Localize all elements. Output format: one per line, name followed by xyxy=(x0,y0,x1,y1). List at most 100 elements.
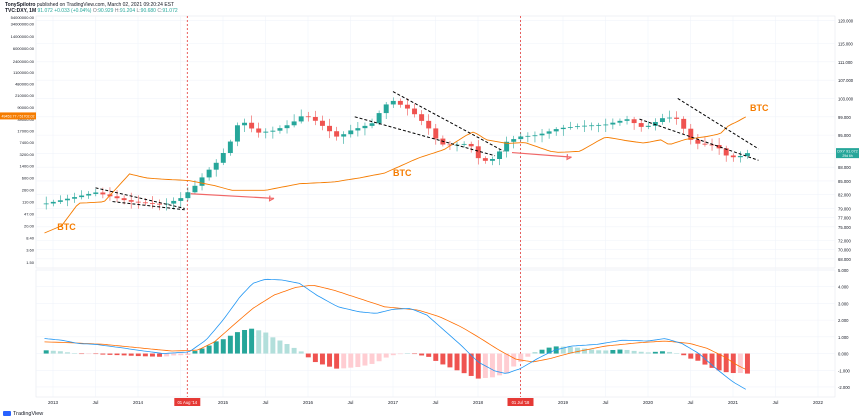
watermark-text: TradingView xyxy=(13,411,44,417)
dxy-candle-down xyxy=(475,146,481,159)
author-name[interactable]: TonySpilotro xyxy=(5,2,36,8)
dxy-candle-up xyxy=(263,131,269,133)
macd-histogram-bar xyxy=(114,353,120,356)
macd-axis-tick-label: 3.000 xyxy=(838,301,849,306)
left-axis-tick-label: 480000.00 xyxy=(15,82,35,87)
dxy-candle-up xyxy=(242,122,248,126)
dxy-candle-down xyxy=(638,123,644,127)
x-axis-tick-label: 2017 xyxy=(388,400,399,405)
macd-histogram-bar xyxy=(497,353,503,376)
dxy-candle-down xyxy=(142,202,148,204)
macd-histogram-bar xyxy=(645,352,651,354)
dxy-candle-down xyxy=(716,144,722,149)
macd-histogram-bar xyxy=(220,339,226,354)
x-axis-tick-label: Jul xyxy=(348,400,354,405)
x-axis-tick-label: 2019 xyxy=(558,400,569,405)
trend-line xyxy=(677,98,759,150)
dxy-candle-down xyxy=(149,203,155,204)
macd-histogram-bar xyxy=(149,353,155,357)
x-axis-tick-label: Jul xyxy=(773,400,779,405)
trend-line xyxy=(392,91,504,152)
macd-histogram-bar xyxy=(454,353,460,371)
right-axis-tick-label: 85.000 xyxy=(838,179,851,184)
right-axis-tick-label: 103.000 xyxy=(838,96,854,101)
dxy-candle-down xyxy=(412,108,418,115)
projection-arrow-head xyxy=(268,195,275,202)
dxy-candle-down xyxy=(319,120,325,126)
macd-histogram-bar xyxy=(716,353,722,371)
dxy-candle-up xyxy=(185,192,191,199)
open-value: 90.929 xyxy=(98,8,114,14)
macd-histogram-bar xyxy=(433,353,439,361)
close-value: 91.072 xyxy=(162,8,178,14)
dxy-candle-down xyxy=(157,203,163,205)
left-axis-tick-label: 2400000.00 xyxy=(13,59,35,64)
macd-histogram-bar xyxy=(213,341,219,354)
dxy-candle-down xyxy=(702,143,708,145)
left-axis-tick-label: 210000.00 xyxy=(15,93,35,98)
macd-axis-tick-label: -2.000 xyxy=(838,385,851,390)
left-axis-tick-label: 34000000.00 xyxy=(11,22,35,27)
trend-line xyxy=(639,118,759,161)
date-marker-badge xyxy=(174,398,201,406)
dxy-candle-up xyxy=(582,125,588,127)
dxy-candle-up xyxy=(355,128,361,131)
symbol-label[interactable]: TVC:DXY, 1M xyxy=(5,8,37,14)
macd-histogram-bar xyxy=(688,353,694,359)
dxy-candle-down xyxy=(312,116,318,121)
dxy-candle-down xyxy=(419,114,425,121)
macd-histogram-bar xyxy=(489,353,495,378)
dxy-candle-down xyxy=(674,117,680,119)
left-axis-tick-label: 20.00 xyxy=(24,223,35,228)
dxy-candle-up xyxy=(567,127,573,128)
macd-histogram-bar xyxy=(355,353,361,368)
dxy-candle-down xyxy=(128,200,134,202)
macd-histogram-bar xyxy=(312,353,318,363)
macd-histogram-bar xyxy=(603,350,609,354)
macd-histogram-bar xyxy=(667,351,673,354)
macd-histogram-bar xyxy=(596,350,602,354)
left-axis-tick-label: 3.60 xyxy=(26,248,35,253)
macd-histogram-bar xyxy=(518,353,524,362)
left-axis-tick-label: 6000000.00 xyxy=(13,46,35,51)
macd-histogram-bar xyxy=(249,328,255,354)
left-axis-tick-label: 1100000.00 xyxy=(13,70,35,75)
tradingview-logo-icon xyxy=(3,411,11,417)
last-price: 91.072 xyxy=(37,8,53,14)
left-axis-tick-label: 110.00 xyxy=(22,199,35,204)
macd-histogram-bar xyxy=(532,352,538,354)
macd-histogram-bar xyxy=(234,332,240,354)
left-axis-tick-label: 54000000.00 xyxy=(11,15,35,20)
macd-histogram-bar xyxy=(277,340,283,354)
trend-line xyxy=(112,201,185,211)
close-label: C: xyxy=(157,8,163,14)
dxy-candle-up xyxy=(383,104,389,114)
x-axis-tick-label: 2018 xyxy=(473,400,484,405)
dxy-candle-up xyxy=(277,128,283,131)
date-marker-label: 01 Aug '14 xyxy=(177,400,197,405)
macd-histogram-bar xyxy=(100,353,106,355)
tradingview-watermark[interactable]: TradingView xyxy=(3,411,43,417)
dxy-candle-up xyxy=(291,121,297,126)
right-axis-tick-label: 68.000 xyxy=(838,257,851,262)
dxy-candle-up xyxy=(178,198,184,201)
macd-histogram-bar xyxy=(107,353,113,355)
dxy-candle-up xyxy=(192,185,198,193)
macd-histogram-bar xyxy=(631,350,637,354)
macd-histogram-bar xyxy=(64,352,70,354)
dxy-candle-up xyxy=(617,120,623,123)
dxy-candle-down xyxy=(114,196,120,199)
price-change: +0.033 (+0.04%) xyxy=(54,8,92,14)
right-axis-tick-label: 75.000 xyxy=(838,225,851,230)
macd-histogram-bar xyxy=(695,353,701,361)
macd-histogram-bar xyxy=(582,348,588,354)
macd-histogram-bar xyxy=(57,351,63,354)
dxy-candle-up xyxy=(206,169,212,178)
dxy-candle-up xyxy=(603,124,609,126)
dxy-candle-down xyxy=(404,104,410,109)
dxy-candle-up xyxy=(624,119,630,121)
trend-line xyxy=(95,187,185,209)
dxy-candle-down xyxy=(135,201,141,203)
macd-histogram-bar xyxy=(128,353,134,356)
